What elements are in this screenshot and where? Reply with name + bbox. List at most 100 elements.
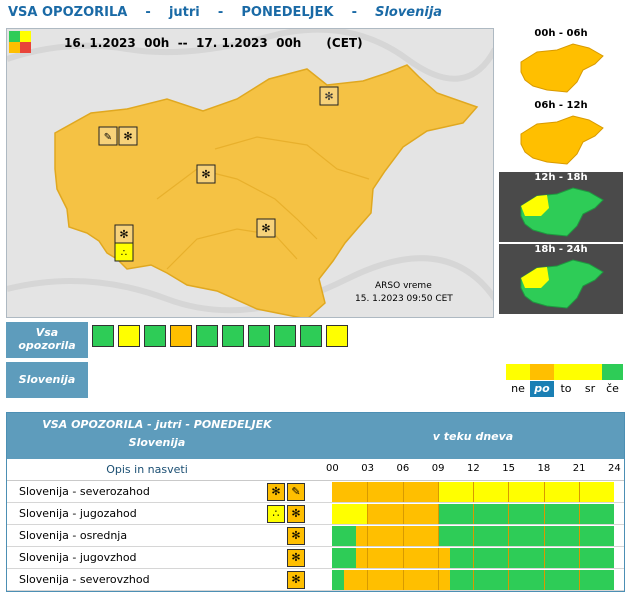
timeslot-label: 12h - 18h <box>534 172 588 183</box>
timeslot-label: 00h - 06h <box>534 28 588 39</box>
map-warning-icon[interactable]: ✻ <box>118 126 138 146</box>
all-warnings-label-1: Vsa <box>35 326 59 339</box>
snow-icon[interactable]: ✻ <box>287 549 305 567</box>
table-subtitle: Slovenija <box>128 436 186 449</box>
hour-tick: 03 <box>361 463 374 474</box>
hour-axis: 00 03 06 09 12 15 18 21 24 <box>326 463 621 477</box>
day-link-sr[interactable]: sr <box>584 382 596 395</box>
table-body: Slovenija - severozahod ✻ ✎ Slovenija - jug… <box>7 481 624 591</box>
title-weekday: PONEDELJEK <box>241 5 334 20</box>
rain-icon[interactable] <box>118 325 140 347</box>
grid-line <box>508 504 510 524</box>
table-header <box>7 413 624 459</box>
hour-tick: 06 <box>396 463 410 474</box>
region-tab-slovenija[interactable]: Slovenija <box>6 362 88 398</box>
low-temperature-icon[interactable] <box>248 325 270 347</box>
all-warnings-tab[interactable]: Vsa opozorila <box>6 322 88 358</box>
snow-rain-icon[interactable] <box>326 325 348 347</box>
coastal-event-icon[interactable] <box>274 325 296 347</box>
map-warning-icon[interactable]: ✻ <box>196 164 216 184</box>
snow-icon[interactable]: ✻ <box>287 505 305 523</box>
thunderstorm-icon[interactable] <box>144 325 166 347</box>
table-row[interactable]: Slovenija - jugozahod ∴ ✻ <box>7 503 624 525</box>
timeslot-label: 06h - 12h <box>534 100 588 111</box>
day-link-to[interactable]: to <box>560 382 572 395</box>
level-segment-green <box>332 548 356 568</box>
map-warning-icon[interactable]: ✻ <box>114 224 134 244</box>
title-all-warnings: VSA OPOZORILA <box>8 5 128 20</box>
avalanche-icon[interactable] <box>300 325 322 347</box>
grid-line <box>402 570 404 590</box>
grid-line <box>437 482 439 502</box>
day-link-po[interactable]: po <box>530 381 554 397</box>
level-indicator-icon <box>9 31 31 53</box>
svg-text:✻: ✻ <box>324 90 333 103</box>
row-timeline <box>332 482 614 502</box>
day-link-ne[interactable]: ne <box>511 382 525 395</box>
level-segment-green <box>332 526 356 546</box>
hour-tick: 12 <box>467 463 480 474</box>
grid-line <box>473 548 474 568</box>
map-warning-icon[interactable]: ✎ <box>98 126 118 146</box>
grid-line <box>543 570 545 590</box>
grid-line <box>543 482 545 502</box>
mini-map-icon <box>520 187 604 237</box>
timeslot-06-12[interactable]: 06h - 12h <box>499 100 623 170</box>
grid-line <box>578 548 580 568</box>
table-row[interactable]: Slovenija - severovzhod ✻ <box>7 569 624 591</box>
row-timeline <box>332 504 614 524</box>
map-warning-icon[interactable]: ✻ <box>256 218 276 238</box>
fog-icon[interactable] <box>196 325 218 347</box>
map-warning-icon[interactable]: ∴ <box>114 242 134 262</box>
svg-text:✻: ✻ <box>123 130 132 143</box>
grid-line <box>543 504 545 524</box>
title-sep: - <box>351 5 357 20</box>
title-sep: - <box>217 5 224 20</box>
snow-icon[interactable]: ✻ <box>267 483 285 501</box>
level-segment-green <box>449 570 614 590</box>
row-timeline <box>332 548 614 568</box>
mini-map-icon <box>520 259 604 309</box>
region-name: Slovenija - severozahod <box>19 485 150 498</box>
timeslot-label: 18h - 24h <box>534 244 588 255</box>
day-level-ne <box>506 364 530 380</box>
grid-line <box>367 482 369 502</box>
table-row[interactable]: Slovenija - jugovzhod ✻ <box>7 547 624 569</box>
snow-icon[interactable]: ✻ <box>287 527 305 545</box>
warning-table: VSA OPOZORILA - jutri - PONEDELJEK Slove… <box>6 412 625 592</box>
hour-tick: 21 <box>572 463 586 474</box>
high-temperature-icon[interactable] <box>222 325 244 347</box>
day-level-sr <box>578 364 602 380</box>
table-row[interactable]: Slovenija - osrednja ✻ <box>7 525 624 547</box>
region-name: Slovenija - jugozahod <box>19 507 137 520</box>
snow-icon[interactable] <box>170 325 192 347</box>
timeline-title: v teku dneva <box>432 430 514 443</box>
grid-line <box>578 526 580 546</box>
level-segment-green <box>437 526 614 546</box>
warning-map[interactable]: ✻ ✎ ✻ ✻ ✻ ✻ ∴ <box>6 28 494 318</box>
col-description: Opis in nasveti <box>106 463 188 476</box>
table-row[interactable]: Slovenija - severozahod ✻ ✎ <box>7 481 624 503</box>
timeslot-12-18[interactable]: 12h - 18h <box>499 172 623 242</box>
svg-text:∴: ∴ <box>121 248 127 259</box>
mini-map-icon <box>520 43 604 93</box>
hour-tick: 15 <box>502 463 515 474</box>
snow-rain-icon[interactable]: ✎ <box>287 483 305 501</box>
level-segment-yellow <box>437 482 614 502</box>
title-region: Slovenija <box>375 5 443 20</box>
map-warning-icon[interactable]: ✻ <box>319 86 339 106</box>
grid-line <box>437 504 439 524</box>
day-link-ce[interactable]: če <box>606 382 619 395</box>
grid-line <box>367 548 369 568</box>
day-selector: ne po to sr če <box>90 362 623 398</box>
timeslot-18-24[interactable]: 18h - 24h <box>499 244 623 314</box>
grid-line <box>473 526 474 546</box>
row-timeline <box>332 570 614 590</box>
wind-icon[interactable] <box>92 325 114 347</box>
grid-line <box>473 504 474 524</box>
timeslot-00-06[interactable]: 00h - 06h <box>499 28 623 98</box>
rain-icon[interactable]: ∴ <box>267 505 285 523</box>
snow-icon[interactable]: ✻ <box>287 571 305 589</box>
grid-line <box>402 504 404 524</box>
hour-tick: 00 <box>326 463 339 474</box>
